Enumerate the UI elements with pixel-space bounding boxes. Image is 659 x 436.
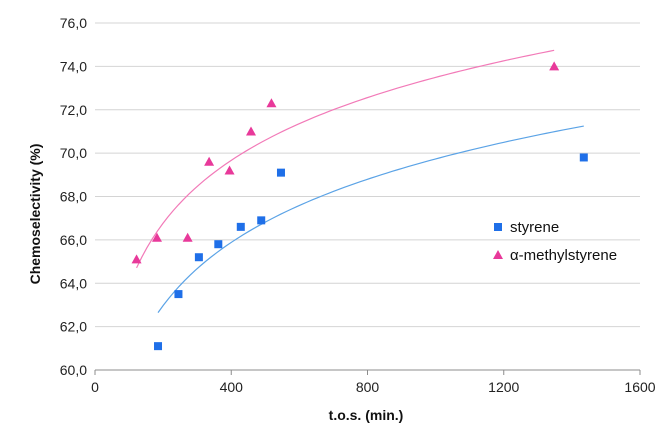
data-point [174,290,183,299]
trend-line [136,49,555,269]
x-tick-label: 0 [91,379,99,395]
y-tick-label: 72,0 [60,102,87,118]
data-point [204,156,215,166]
data-point [257,216,266,225]
x-tick-label: 400 [220,379,244,395]
y-tick-label: 68,0 [60,189,87,205]
data-point [151,232,162,242]
data-point [224,165,235,175]
y-tick-label: 62,0 [60,319,87,335]
x-tick-labels: 0 400 800 1200 1600 [91,379,656,395]
y-tick-label: 66,0 [60,232,87,248]
x-tick-label: 1600 [624,379,655,395]
data-point [276,168,285,177]
data-point [579,153,588,162]
y-tick-label: 60,0 [60,362,87,378]
legend-marker [494,223,502,231]
trend-line [157,125,584,314]
data-point [154,342,163,351]
trend-lines [136,49,584,314]
x-tick-label: 1200 [488,379,519,395]
legend-label: α-methylstyrene [510,247,617,264]
y-tick-label: 64,0 [60,275,87,291]
data-point [266,98,277,108]
legend: styrene α-methylstyrene [493,219,617,264]
y-axis-title: Chemoselectivity (%) [27,144,43,285]
y-tick-label: 74,0 [60,58,87,74]
data-point [246,126,257,136]
x-axis-title: t.o.s. (min.) [329,407,404,423]
x-tick-label: 800 [356,379,380,395]
data-points [131,61,588,351]
data-point [182,232,193,242]
data-point [549,61,560,71]
legend-marker [493,250,503,259]
axes [94,369,641,375]
data-point [194,253,203,262]
y-tick-labels: 60,0 62,0 64,0 66,0 68,0 70,0 72,0 74,0 76,0 [60,15,87,378]
y-tick-label: 70,0 [60,145,87,161]
data-point [214,240,223,249]
legend-label: styrene [510,219,559,236]
data-point [131,254,142,264]
y-tick-label: 76,0 [60,15,87,31]
data-point [236,222,245,231]
